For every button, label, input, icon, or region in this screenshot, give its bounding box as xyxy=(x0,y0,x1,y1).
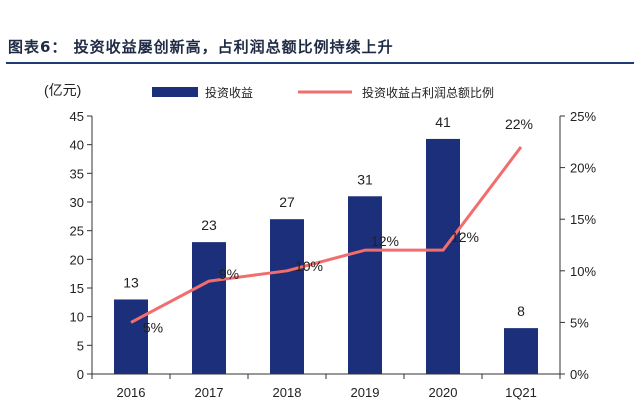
bar-value-label: 23 xyxy=(201,217,217,233)
y-left-tick-label: 45 xyxy=(70,109,84,124)
y-left-tick-label: 30 xyxy=(70,195,84,210)
y-right-tick-label: 10% xyxy=(570,264,596,279)
y-left-tick-label: 15 xyxy=(70,281,84,296)
y-left-tick-label: 40 xyxy=(70,138,84,153)
unit-label: (亿元) xyxy=(44,82,81,98)
x-axis: 2016 2017 2018 2019 2020 1Q21 xyxy=(91,373,561,400)
y-right-tick-label: 5% xyxy=(570,315,589,330)
x-tick-label: 2017 xyxy=(195,385,224,400)
line-value-label: 12% xyxy=(371,233,399,249)
bar xyxy=(270,219,304,374)
legend-bar-swatch xyxy=(152,87,198,97)
bar-series xyxy=(114,138,538,374)
legend: 投资收益 投资收益占利润总额比例 xyxy=(152,85,494,100)
bar-value-label: 27 xyxy=(279,194,295,210)
line-value-label: 12% xyxy=(451,229,479,245)
x-tick-label: 2020 xyxy=(429,385,458,400)
line-series xyxy=(130,146,523,324)
y-axis-right: 0% 5% 10% 15% 20% 25% xyxy=(559,109,596,382)
line-value-label: 10% xyxy=(295,258,323,274)
data-labels: 13 23 27 31 41 8 5% 9% 10% 12% 12% 22% xyxy=(123,114,533,335)
y-left-tick-label: 20 xyxy=(70,252,84,267)
bar xyxy=(426,138,460,374)
y-right-tick-label: 20% xyxy=(570,161,596,176)
title-bar: 图表6： 投资收益屡创新高，占利润总额比例持续上升 xyxy=(6,34,634,64)
x-tick-label: 2016 xyxy=(117,385,146,400)
y-right-tick-label: 25% xyxy=(570,109,596,124)
y-left-tick-label: 0 xyxy=(77,367,84,382)
bar xyxy=(504,328,538,374)
y-left-tick-label: 35 xyxy=(70,166,84,181)
bar-value-label: 31 xyxy=(357,171,373,187)
y-axis-left: 0 5 10 15 20 25 30 35 40 45 xyxy=(70,109,93,382)
bar xyxy=(192,242,226,374)
x-tick-label: 2019 xyxy=(351,385,380,400)
line-value-label: 5% xyxy=(143,319,163,335)
legend-line-label: 投资收益占利润总额比例 xyxy=(362,85,494,100)
bar xyxy=(114,299,148,374)
bar xyxy=(348,196,382,374)
figure-title: 图表6： 投资收益屡创新高，占利润总额比例持续上升 xyxy=(8,38,394,56)
bar-value-label: 41 xyxy=(435,114,451,130)
y-left-tick-label: 25 xyxy=(70,224,84,239)
line-value-label: 9% xyxy=(219,266,239,282)
x-tick-label: 2018 xyxy=(273,385,302,400)
x-tick-label: 1Q21 xyxy=(505,385,537,400)
line-path xyxy=(130,146,523,324)
y-left-tick-label: 10 xyxy=(70,310,84,325)
legend-bar-label: 投资收益 xyxy=(205,85,253,100)
y-left-tick-label: 5 xyxy=(77,338,84,353)
bar-value-label: 13 xyxy=(123,274,139,290)
line-value-label: 22% xyxy=(505,116,533,132)
bar-value-label: 8 xyxy=(517,303,525,319)
y-right-tick-label: 15% xyxy=(570,212,596,227)
y-right-tick-label: 0% xyxy=(570,367,589,382)
